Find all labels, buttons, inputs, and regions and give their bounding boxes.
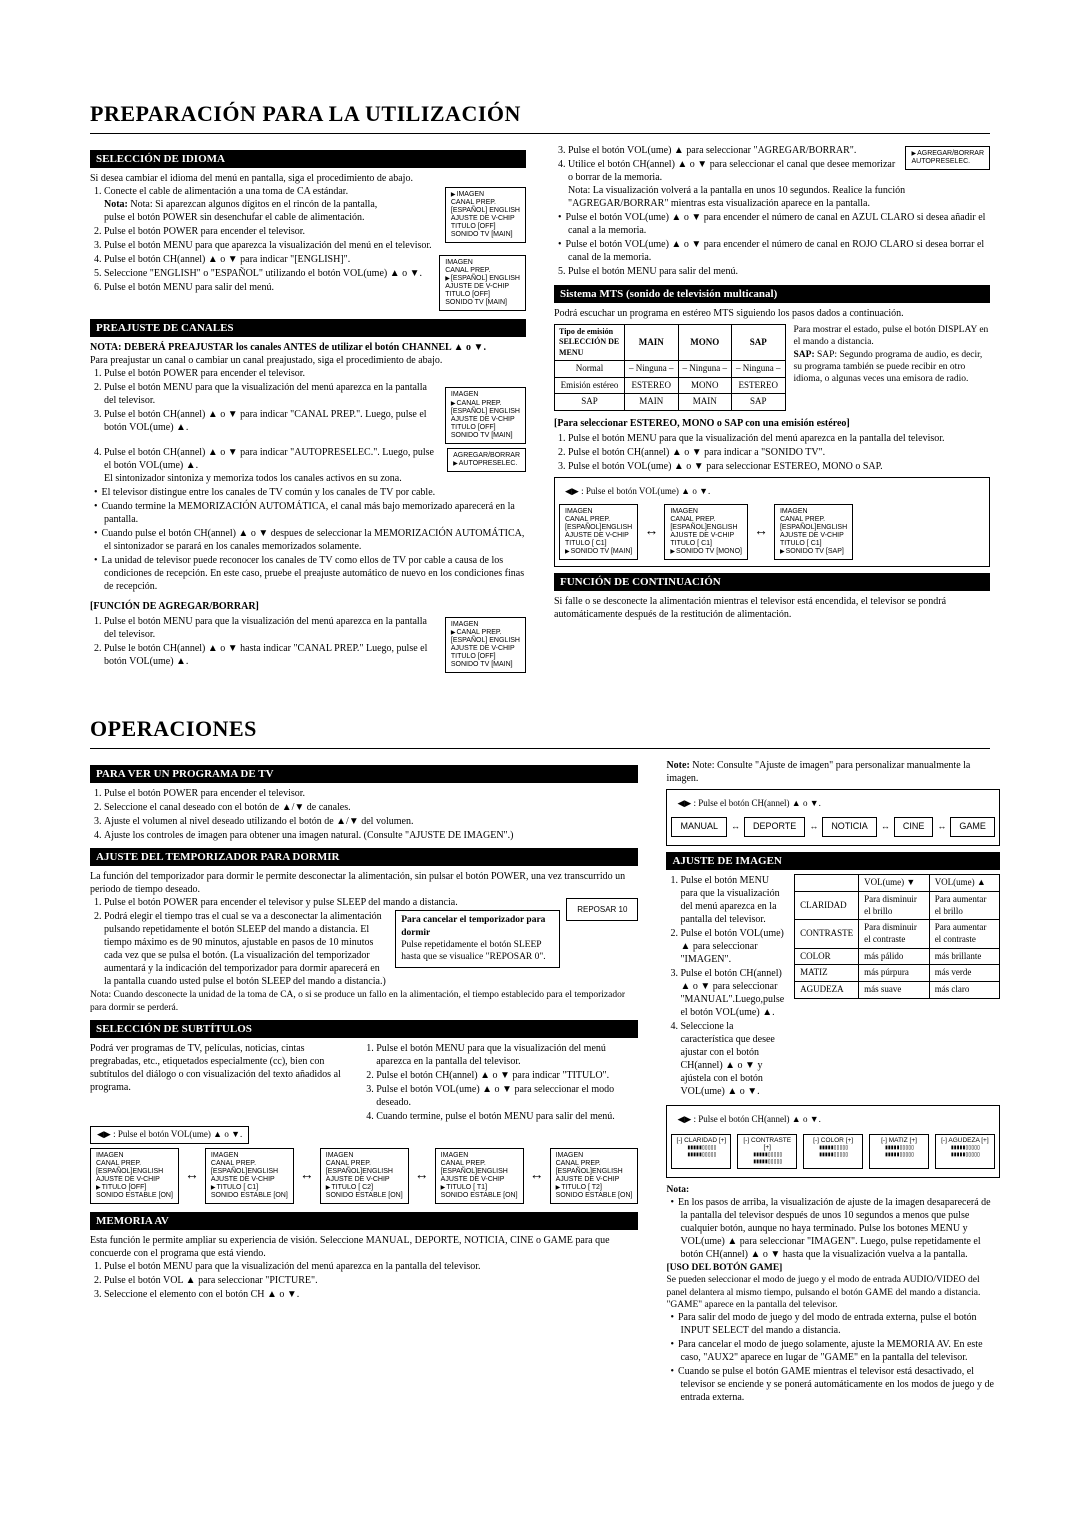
rule: [90, 133, 990, 134]
cancel-box: Para cancelar el temporizador para dormi…: [395, 910, 560, 967]
mts-sub: [Para seleccionar ESTEREO, MONO o SAP co…: [554, 417, 990, 430]
ajuste-table: VOL(ume) ▼VOL(ume) ▲ CLARIDADPara dismin…: [794, 874, 1000, 999]
ajuste-steps: Pulse el botón MENU para que la visualiz…: [666, 874, 784, 1099]
mts-sidenote: Para mostrar el estado, pulse el botón D…: [794, 324, 991, 386]
preajuste-bullets: El televisor distingue entre los canales…: [90, 486, 526, 593]
osd-agregar: AGREGAR/BORRAR AUTOPRESELEC.: [905, 146, 990, 170]
sub-arrow-label: ◀▶ : Pulse el botón VOL(ume) ▲ o ▼.: [90, 1126, 249, 1144]
osd-preajuste-1: IMAGEN CANAL PREP. [ESPAÑOL] ENGLISH AJU…: [445, 387, 526, 443]
ops-columns: PARA VER UN PROGRAMA DE TV Pulse el botó…: [90, 759, 990, 1406]
ops-right: Note: Note: Consulte "Ajuste de imagen" …: [666, 759, 999, 1406]
section-preajuste: PREAJUSTE DE CANALES: [90, 319, 526, 337]
func-bullets: Pulse el botón VOL(ume) ▲ o ▼ para encen…: [554, 211, 990, 264]
mts-osd-row: IMAGENCANAL PREP. [ESPAÑOL]ENGLISHAJUSTE…: [559, 502, 985, 562]
func-head: [FUNCIÓN DE AGREGAR/BORRAR]: [90, 600, 526, 613]
func-steps-3: Pulse el botón MENU para salir del menú.: [554, 265, 990, 278]
osd-idioma-2: IMAGEN CANAL PREP. [ESPAÑOL] ENGLISH AJU…: [439, 255, 526, 311]
dormir-note: Nota: Cuando desconecte la unidad de la …: [90, 989, 638, 1014]
subtitulos-p1: Podrá ver programas de TV, películas, no…: [90, 1042, 352, 1124]
osd-idioma-1: IMAGEN CANAL PREP. [ESPAÑOL] ENGLISH AJU…: [445, 187, 526, 243]
osd-reposar: REPOSAR 10: [566, 898, 638, 921]
preajuste-intro: Para preajustar un canal o cambiar un ca…: [90, 354, 526, 367]
mts-intro: Podrá escuchar un programa en estéreo MT…: [554, 307, 990, 320]
dormir-steps: Pulse el botón POWER para encender el te…: [90, 896, 638, 988]
idioma-intro: Si desea cambiar el idioma del menú en p…: [90, 172, 526, 185]
section-ajusteImagen: AJUSTE DE IMAGEN: [666, 852, 999, 870]
ops-left: PARA VER UN PROGRAMA DE TV Pulse el botó…: [90, 759, 638, 1406]
memoria-arrow-label: ◀▶ : Pulse el botón CH(annel) ▲ o ▼.: [671, 796, 826, 812]
ops-title: OPERACIONES: [90, 715, 990, 744]
ajuste-nota: Nota: En los pasos de arriba, la visuali…: [666, 1184, 999, 1405]
subtitulos-steps: Pulse el botón MENU para que la visualiz…: [362, 1042, 638, 1124]
rule-2: [90, 748, 990, 749]
idioma-note-label: Nota:: [104, 199, 128, 210]
osd-func: IMAGEN CANAL PREP. [ESPAÑOL] ENGLISH AJU…: [445, 617, 526, 673]
preajuste-note: NOTA: DEBERÁ PREAJUSTAR los canales ANTE…: [90, 341, 526, 354]
section-dormir: AJUSTE DEL TEMPORIZADOR PARA DORMIR: [90, 848, 638, 866]
mts-arrow-label: ◀▶ : Pulse el botón VOL(ume) ▲ o ▼.: [559, 484, 716, 500]
section-subtitulos: SELECCIÓN DE SUBTÍTULOS: [90, 1020, 638, 1038]
memoria-intro: Esta función le permite ampliar su exper…: [90, 1234, 638, 1260]
section-paraVer: PARA VER UN PROGRAMA DE TV: [90, 765, 638, 783]
ajuste-arrow-label: ◀▶ : Pulse el botón CH(annel) ▲ o ▼.: [671, 1112, 826, 1128]
prep-right: AGREGAR/BORRAR AUTOPRESELEC. Pulse el bo…: [554, 144, 990, 675]
osd-preajuste-2: AGREGAR/BORRAR AUTOPRESELEC.: [447, 448, 526, 472]
mts-steps: Pulse el botón MENU para que la visualiz…: [554, 432, 990, 473]
memoria-note-top: Note: Note: Consulte "Ajuste de imagen" …: [666, 759, 999, 785]
prep-columns: SELECCIÓN DE IDIOMA Si desea cambiar el …: [90, 144, 990, 675]
mts-table: Tipo de emisión SELECCIÓN DE MENU MAINMO…: [554, 324, 786, 411]
sub-osd-row: IMAGENCANAL PREP. [ESPAÑOL]ENGLISHAJUSTE…: [90, 1146, 638, 1206]
memoria-flow: MANUAL↔ DEPORTE↔ NOTICIA↔ CINE↔ GAME: [671, 817, 994, 837]
section-idioma: SELECCIÓN DE IDIOMA: [90, 150, 526, 168]
dormir-intro: La función del temporizador para dormir …: [90, 870, 638, 896]
prep-title: PREPARACIÓN PARA LA UTILIZACIÓN: [90, 100, 990, 129]
prep-left: SELECCIÓN DE IDIOMA Si desea cambiar el …: [90, 144, 526, 675]
param-row: [-] CLARIDAD [+]▮▮▮▮▮▯▯▯▯▯ ▮▮▮▮▮▯▯▯▯▯ [-…: [671, 1134, 994, 1169]
section-memoria: MEMORIA AV: [90, 1212, 638, 1230]
paraVer-steps: Pulse el botón POWER para encender el te…: [90, 787, 638, 842]
memoria-steps: Pulse el botón MENU para que la visualiz…: [90, 1260, 638, 1301]
section-mts: Sistema MTS (sonido de televisión multic…: [554, 285, 990, 303]
section-continuacion: FUNCIÓN DE CONTINUACIÓN: [554, 573, 990, 591]
continuacion-text: Si falle o se desconecte la alimentación…: [554, 595, 990, 621]
